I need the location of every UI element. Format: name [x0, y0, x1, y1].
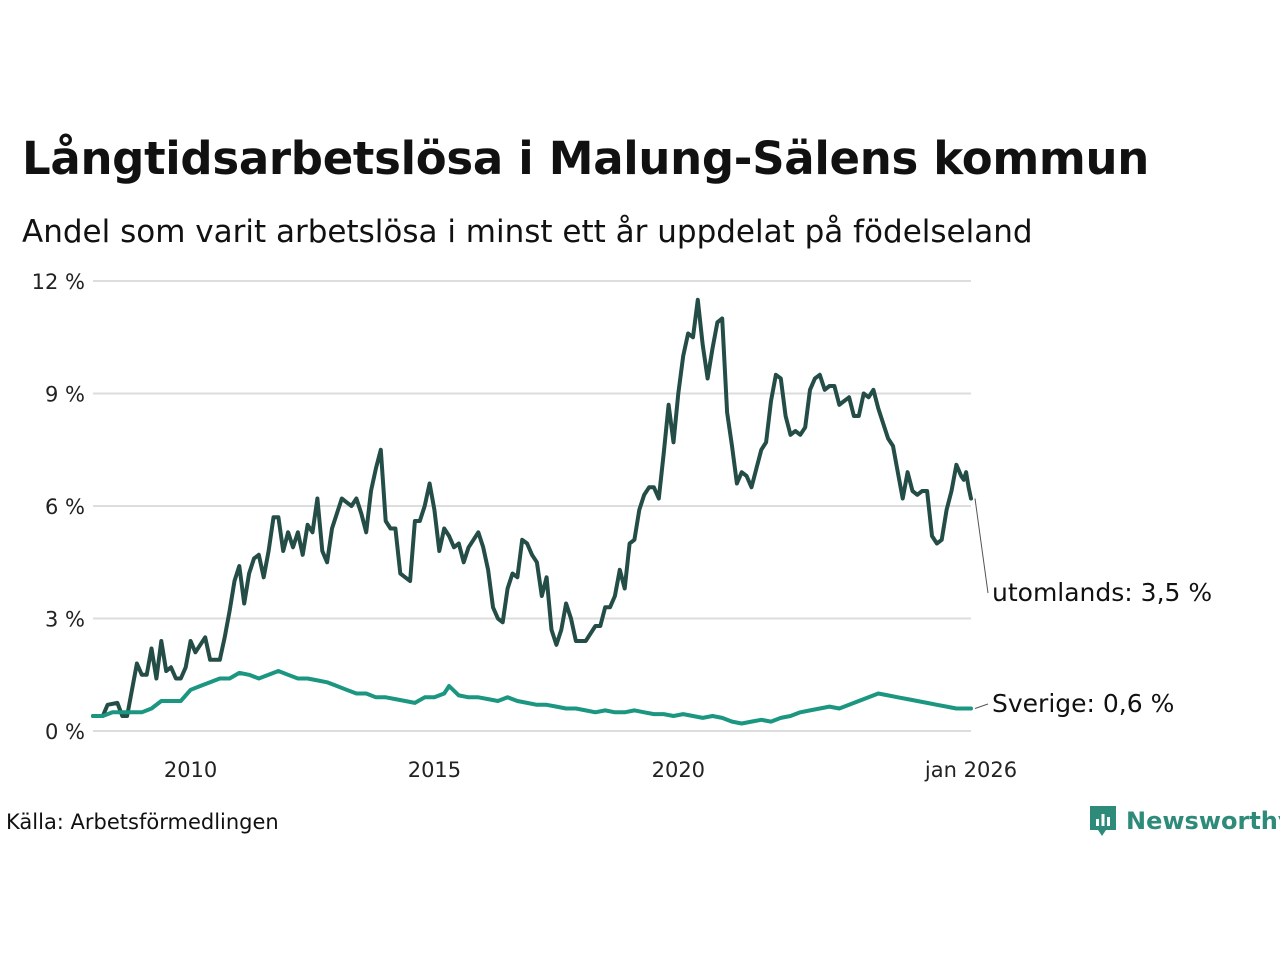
x-tick-label: 2010	[164, 758, 217, 782]
series-line-utomlands	[91, 297, 973, 718]
y-tick-label: 12 %	[32, 270, 85, 294]
y-tick-label: 9 %	[45, 383, 85, 407]
y-tick-label: 6 %	[45, 495, 85, 519]
x-tick-label: jan 2026	[924, 758, 1017, 782]
x-tick-label: 2020	[652, 758, 705, 782]
y-axis: 0 % 3 % 6 % 9 % 12 %	[32, 270, 85, 744]
source-note: Källa: Arbetsförmedlingen	[6, 810, 279, 834]
end-label-leader	[974, 498, 989, 594]
y-tick-label: 0 %	[45, 720, 85, 744]
chart-title: Långtidsarbetslösa i Malung-Sälens kommu…	[22, 132, 1149, 185]
series-end-labels: utomlands: 3,5 % Sverige: 0,6 %	[974, 498, 1212, 718]
brand-name: Newsworthy	[1126, 807, 1280, 835]
grid-lines	[93, 280, 971, 732]
x-tick-label: 2015	[408, 758, 461, 782]
x-axis: 2010 2015 2020 jan 2026	[164, 758, 1017, 782]
series-lines	[91, 297, 973, 726]
newsworthy-logo-icon	[1090, 806, 1116, 836]
y-tick-label: 3 %	[45, 608, 85, 632]
series-line-sverige	[91, 669, 973, 726]
brand-logo: Newsworthy	[1088, 804, 1280, 838]
chart-subtitle: Andel som varit arbetslösa i minst ett å…	[22, 214, 1033, 250]
series-end-label: Sverige: 0,6 %	[992, 689, 1174, 718]
series-end-label: utomlands: 3,5 %	[992, 578, 1212, 607]
end-label-leader	[974, 703, 989, 709]
